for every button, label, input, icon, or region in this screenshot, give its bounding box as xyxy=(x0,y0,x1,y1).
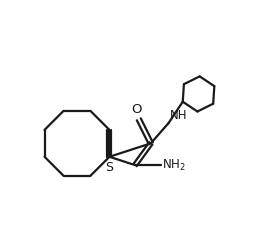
Text: O: O xyxy=(132,103,142,116)
Text: S: S xyxy=(106,161,114,174)
Text: NH$_2$: NH$_2$ xyxy=(162,158,186,173)
Text: NH: NH xyxy=(170,109,187,122)
